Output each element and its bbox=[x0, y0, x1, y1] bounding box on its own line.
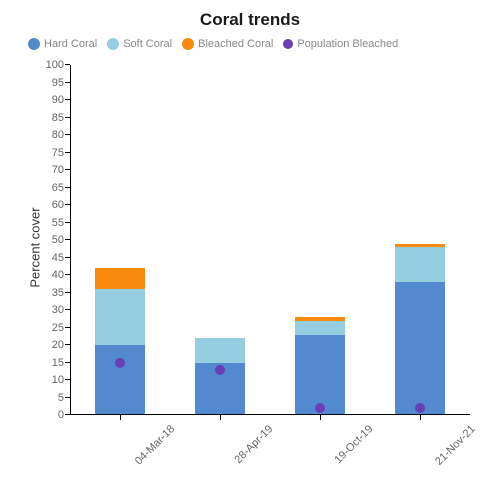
legend-swatch bbox=[283, 39, 293, 49]
bar-segment bbox=[95, 268, 145, 289]
data-point bbox=[115, 358, 125, 368]
x-tick-label: 28-Apr-19 bbox=[232, 423, 275, 466]
y-tick-label: 65 bbox=[52, 182, 70, 194]
data-point bbox=[415, 403, 425, 413]
bar-segment bbox=[295, 321, 345, 335]
y-tick-label: 25 bbox=[52, 322, 70, 334]
bar-segment bbox=[295, 317, 345, 321]
legend-item: Hard Coral bbox=[28, 38, 97, 50]
y-tick-label: 70 bbox=[52, 164, 70, 176]
legend: Hard Coral Soft Coral Bleached Coral Popula… bbox=[28, 38, 398, 50]
x-tick-mark bbox=[420, 415, 421, 420]
bar-segment bbox=[395, 247, 445, 282]
chart-title: Coral trends bbox=[0, 10, 500, 30]
y-tick-label: 40 bbox=[52, 269, 70, 281]
bar-segment bbox=[395, 244, 445, 248]
legend-swatch bbox=[28, 38, 40, 50]
y-tick-label: 50 bbox=[52, 234, 70, 246]
bar-segment bbox=[95, 289, 145, 345]
x-tick-mark bbox=[320, 415, 321, 420]
y-tick-label: 90 bbox=[52, 94, 70, 106]
y-axis-line bbox=[70, 65, 71, 415]
y-tick-label: 20 bbox=[52, 339, 70, 351]
x-tick-label: 19-Oct-19 bbox=[332, 423, 375, 466]
data-point bbox=[315, 403, 325, 413]
y-tick-label: 95 bbox=[52, 77, 70, 89]
legend-item: Soft Coral bbox=[107, 38, 172, 50]
x-tick-label: 04-Mar-18 bbox=[133, 423, 177, 467]
y-tick-label: 10 bbox=[52, 374, 70, 386]
legend-swatch bbox=[182, 38, 194, 50]
legend-label: Population Bleached bbox=[297, 38, 398, 50]
legend-label: Soft Coral bbox=[123, 38, 172, 50]
y-tick-label: 100 bbox=[46, 59, 70, 71]
y-tick-label: 30 bbox=[52, 304, 70, 316]
y-tick-label: 60 bbox=[52, 199, 70, 211]
legend-item: Population Bleached bbox=[283, 38, 398, 50]
x-tick-mark bbox=[120, 415, 121, 420]
y-axis-label: Percent cover bbox=[28, 198, 43, 298]
y-tick-label: 0 bbox=[58, 409, 70, 421]
legend-swatch bbox=[107, 38, 119, 50]
y-tick-label: 80 bbox=[52, 129, 70, 141]
y-tick-label: 75 bbox=[52, 147, 70, 159]
y-tick-label: 5 bbox=[58, 392, 70, 404]
legend-label: Bleached Coral bbox=[198, 38, 273, 50]
plot-area: 0510152025303540455055606570758085909510… bbox=[70, 65, 470, 415]
x-axis-line bbox=[70, 414, 470, 415]
data-point bbox=[215, 365, 225, 375]
x-tick-mark bbox=[220, 415, 221, 420]
bar-segment bbox=[395, 282, 445, 415]
y-tick-label: 35 bbox=[52, 287, 70, 299]
y-tick-label: 85 bbox=[52, 112, 70, 124]
bar-segment bbox=[195, 338, 245, 363]
x-tick-label: 21-Nov-21 bbox=[433, 423, 478, 468]
y-tick-label: 15 bbox=[52, 357, 70, 369]
y-tick-label: 55 bbox=[52, 217, 70, 229]
legend-item: Bleached Coral bbox=[182, 38, 273, 50]
bar-segment bbox=[95, 345, 145, 415]
legend-label: Hard Coral bbox=[44, 38, 97, 50]
y-tick-label: 45 bbox=[52, 252, 70, 264]
